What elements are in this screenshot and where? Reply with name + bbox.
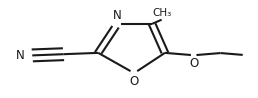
Text: O: O (130, 75, 139, 88)
Text: N: N (16, 49, 25, 62)
Text: O: O (189, 57, 198, 70)
Text: N: N (113, 9, 122, 22)
Text: CH₃: CH₃ (152, 8, 171, 18)
